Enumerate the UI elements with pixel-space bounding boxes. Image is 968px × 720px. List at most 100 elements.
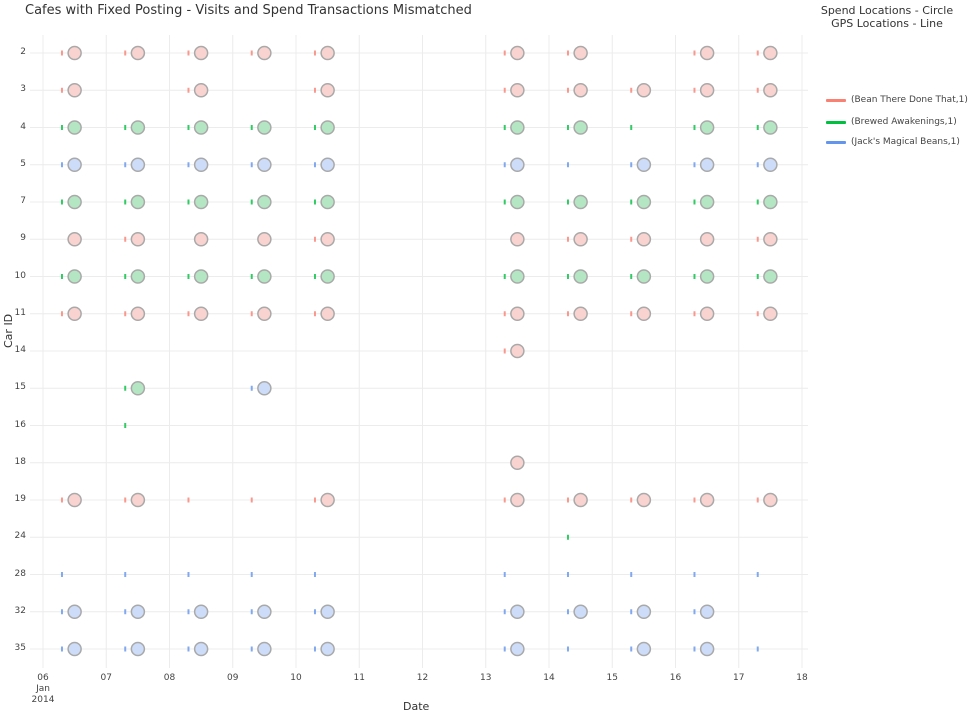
x-tick-label: 07 <box>94 673 118 684</box>
x-tick-label: 12 <box>411 673 435 684</box>
spend-location-point <box>257 641 272 657</box>
legend-swatch <box>826 120 846 124</box>
y-tick-label: 7 <box>20 196 26 206</box>
spend-location-point <box>636 83 652 98</box>
spend-location-point <box>699 604 715 619</box>
x-tick-label: 14 <box>537 673 561 684</box>
spend-location-point <box>320 83 335 98</box>
x-tick-text: 07 <box>100 673 112 683</box>
spend-location-point <box>257 45 272 61</box>
spend-location-point <box>67 45 82 61</box>
spend-location-point <box>763 269 778 284</box>
x-tick-text: 14 <box>543 673 555 683</box>
x-tick-label: 09 <box>221 673 245 684</box>
spend-location-point <box>763 45 778 61</box>
spend-location-point <box>699 83 715 98</box>
x-tick-text: 09 <box>227 673 239 683</box>
spend-location-point <box>510 157 525 172</box>
legend-item-jacks-magical-beans[interactable]: (Jack's Magical Beans,1) <box>826 137 960 147</box>
spend-location-point <box>67 269 82 284</box>
spend-location-point <box>130 604 146 619</box>
spend-location-point <box>193 120 209 135</box>
x-tick-label: 17 <box>727 673 751 684</box>
legend-swatch <box>826 98 846 102</box>
spend-location-point <box>130 194 146 210</box>
spend-location-point <box>193 83 209 98</box>
spend-location-point <box>699 157 715 172</box>
spend-location-point <box>510 306 525 321</box>
spend-location-point <box>510 492 525 508</box>
spend-location-point <box>193 157 209 172</box>
spend-location-point <box>636 269 652 284</box>
spend-location-point <box>699 269 715 284</box>
legend-swatch <box>826 140 846 144</box>
spend-location-point <box>320 232 335 247</box>
spend-location-point <box>67 194 82 210</box>
y-tick-label: 9 <box>20 233 26 244</box>
x-tick-text: 06 <box>37 673 49 683</box>
spend-location-point <box>257 381 272 396</box>
spend-location-point <box>763 83 778 98</box>
y-tick-label: 14 <box>14 345 26 355</box>
spend-location-point <box>510 641 525 657</box>
x-axis-label: Date <box>403 700 430 713</box>
y-tick-label: 10 <box>14 270 26 281</box>
spend-location-point <box>130 641 146 657</box>
spend-location-point <box>320 194 335 210</box>
spend-location-point <box>320 306 335 321</box>
spend-location-point <box>699 641 715 657</box>
legend-label: (Bean There Done That,1) <box>851 95 968 105</box>
x-tick-text: 17 <box>733 673 745 683</box>
legend-item-bean-there[interactable]: (Bean There Done That,1) <box>826 95 968 105</box>
spend-location-point <box>193 604 209 619</box>
spend-location-point <box>130 157 146 172</box>
y-tick-label: 28 <box>14 568 26 579</box>
spend-location-point <box>636 194 652 210</box>
spend-location-point <box>67 641 82 657</box>
spend-location-point <box>699 45 715 61</box>
spend-location-point <box>573 492 588 508</box>
x-tick-text: 18 <box>796 673 808 683</box>
spend-location-point <box>67 157 82 172</box>
x-tick-text: 08 <box>163 673 176 683</box>
spend-location-point <box>193 232 209 247</box>
x-tick-text: 15 <box>606 673 618 683</box>
spend-location-point <box>257 194 272 210</box>
spend-location-point <box>699 492 715 508</box>
y-tick-label: 11 <box>14 307 26 318</box>
spend-location-point <box>573 604 588 619</box>
spend-location-point <box>636 157 652 172</box>
spend-location-point <box>320 157 335 172</box>
x-tick-label: 10 <box>284 673 308 684</box>
y-tick-label: 5 <box>20 158 26 169</box>
spend-location-point <box>573 194 588 210</box>
spend-location-point <box>257 157 272 172</box>
spend-location-point <box>320 120 335 135</box>
legend-label: (Jack's Magical Beans,1) <box>851 137 960 147</box>
spend-location-point <box>636 641 652 657</box>
y-tick-label: 24 <box>14 531 26 542</box>
spend-location-point <box>763 194 778 210</box>
spend-location-point <box>130 45 146 61</box>
legend-item-brewed-awakenings[interactable]: (Brewed Awakenings,1) <box>826 117 957 127</box>
spend-location-point <box>193 306 209 321</box>
x-tick-label: 11 <box>347 673 371 684</box>
spend-location-point <box>510 120 525 135</box>
spend-location-point <box>67 83 82 98</box>
spend-location-point <box>510 83 525 98</box>
spend-location-point <box>193 641 209 657</box>
spend-location-point <box>573 306 588 321</box>
spend-location-point <box>130 120 146 135</box>
legend-label: (Brewed Awakenings,1) <box>851 117 957 127</box>
spend-location-point <box>320 269 335 284</box>
spend-location-point <box>699 232 715 247</box>
spend-location-point <box>193 45 209 61</box>
spend-location-point <box>573 120 588 135</box>
spend-location-point <box>699 194 715 210</box>
spend-location-point <box>636 604 652 619</box>
y-tick-label: 2 <box>20 47 26 57</box>
spend-location-point <box>510 269 525 284</box>
x-tick-label: 15 <box>600 673 624 684</box>
